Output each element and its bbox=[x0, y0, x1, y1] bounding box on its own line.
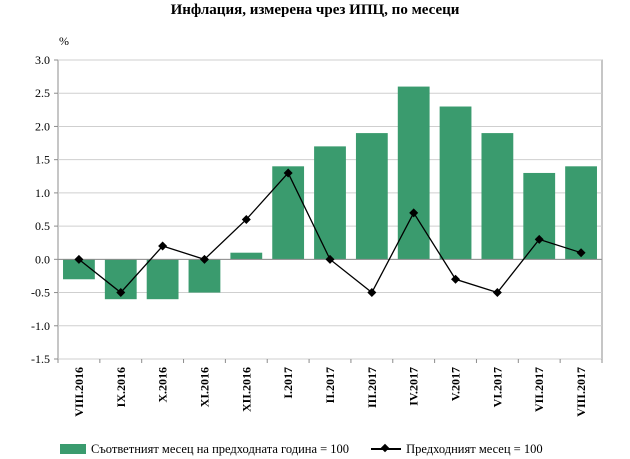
bar bbox=[523, 172, 556, 260]
x-tick-label: XI.2016 bbox=[197, 367, 211, 407]
y-tick-label: 1.0 bbox=[35, 186, 50, 200]
x-tick-label: VIII.2016 bbox=[72, 367, 86, 417]
bar bbox=[63, 259, 95, 280]
x-tick-label: X.2016 bbox=[156, 367, 170, 403]
x-tick-label: V.2017 bbox=[449, 367, 463, 401]
line-point bbox=[158, 241, 168, 251]
bar bbox=[230, 252, 263, 260]
bar bbox=[355, 133, 388, 260]
x-tick-label: III.2017 bbox=[365, 367, 379, 408]
x-tick-label: VI.2017 bbox=[490, 367, 504, 407]
chart-plot: 3.0 2.5 2.0 1.5 1.0 0.5 0.0 -0.5 -1.0 -1.5% VIII.2… bbox=[31, 34, 603, 417]
bar bbox=[272, 166, 305, 260]
y-tick-label: 3.0 bbox=[35, 53, 50, 67]
legend-item-line: Предходният месец = 100 bbox=[371, 442, 543, 457]
legend-line-swatch bbox=[371, 444, 402, 454]
legend-label-bars: Съответният месец на предходната година … bbox=[91, 441, 350, 456]
line-point bbox=[576, 248, 586, 258]
legend-item-bars: Съответният месец на предходната година … bbox=[60, 442, 349, 457]
x-tick-label: IX.2016 bbox=[114, 367, 128, 407]
x-tick-label: XII.2016 bbox=[239, 367, 253, 412]
y-tick-label: -1.0 bbox=[31, 319, 50, 333]
line-point bbox=[409, 208, 419, 218]
bar bbox=[565, 166, 597, 260]
line-point bbox=[241, 214, 251, 224]
line-point bbox=[367, 288, 377, 298]
bar bbox=[481, 133, 514, 260]
bar bbox=[314, 146, 346, 260]
line-point bbox=[451, 274, 461, 284]
y-axis-label: % bbox=[59, 34, 69, 48]
x-tick-label: I.2017 bbox=[281, 367, 295, 399]
legend: Съответният месец на предходната година … bbox=[60, 440, 620, 458]
line-point bbox=[116, 288, 126, 298]
y-tick-label: 2.0 bbox=[35, 119, 50, 133]
bar bbox=[188, 259, 221, 293]
chart-title: Инфлация, измерена чрез ИПЦ, по месеци bbox=[170, 2, 460, 18]
x-tick-label: VIII.2017 bbox=[574, 367, 588, 417]
legend-bar-swatch bbox=[60, 444, 86, 454]
x-tick-label: IV.2017 bbox=[407, 367, 421, 406]
bar bbox=[439, 106, 472, 260]
line-point bbox=[283, 168, 293, 178]
bar bbox=[146, 259, 179, 300]
line-point bbox=[74, 254, 84, 264]
line-point bbox=[325, 254, 335, 264]
line-point bbox=[199, 254, 209, 264]
line-point bbox=[534, 234, 544, 244]
y-tick-label: 0.0 bbox=[35, 252, 50, 266]
y-tick-label: 1.5 bbox=[35, 153, 50, 167]
y-tick-label: 2.5 bbox=[35, 86, 50, 100]
y-tick-label: 0.5 bbox=[35, 219, 50, 233]
x-tick-label: VII.2017 bbox=[532, 367, 546, 412]
y-tick-label: -0.5 bbox=[31, 286, 50, 300]
x-tick-label: II.2017 bbox=[323, 367, 337, 403]
line-point bbox=[492, 288, 502, 298]
legend-label-line: Предходният месец = 100 bbox=[406, 441, 543, 456]
y-tick-label: -1.5 bbox=[31, 352, 50, 366]
